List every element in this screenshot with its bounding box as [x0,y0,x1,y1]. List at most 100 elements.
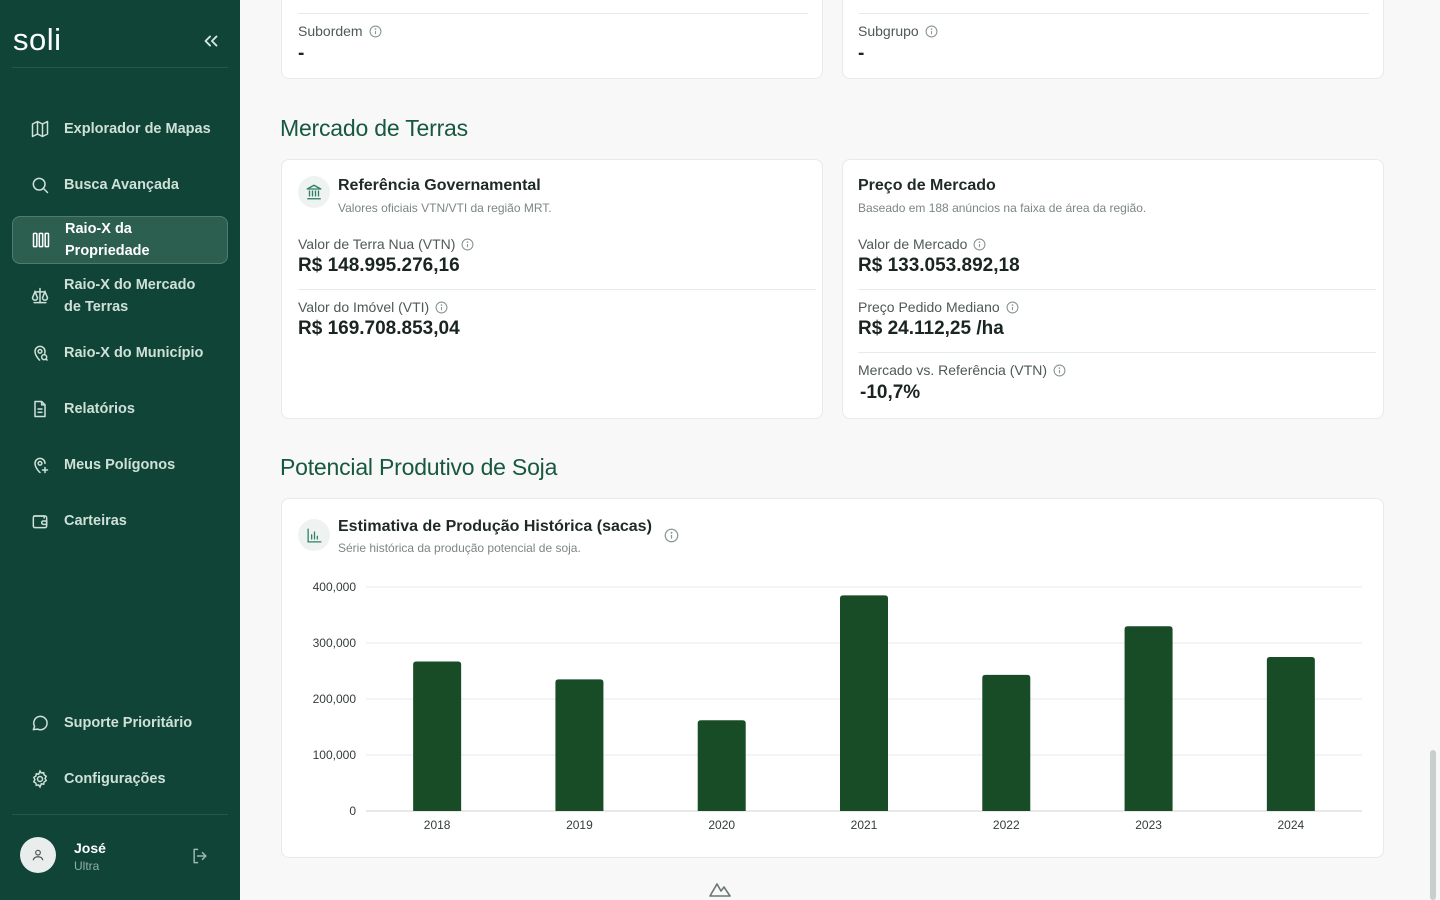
map-pin-icon [34,345,49,362]
chat-icon [32,715,48,731]
median-price-value: R$ 24.112,25 /ha [858,318,1004,339]
sidebar-item-label: Carteiras [64,513,127,529]
market-vs-ref-value: -10,7% [860,382,921,403]
brand-logo[interactable]: soli [13,22,62,57]
x-tick-label: 2018 [424,818,451,832]
soil-suborder-card: Subordem - [281,0,823,79]
vtn-label: Valor de Terra Nua (VTN) [298,236,474,252]
collapse-sidebar-icon[interactable] [200,30,222,52]
chart-subtitle: Série histórica da produção potencial de… [338,541,581,555]
logout-icon[interactable] [190,846,210,866]
bars-icon [32,232,50,248]
sidebar-item-label: Raio-X da Propriedade [65,221,150,259]
subgroup-value: - [858,43,865,64]
document-icon [34,400,46,418]
vti-label: Valor do Imóvel (VTI) [298,299,448,315]
info-icon[interactable] [664,528,679,543]
map-icon [31,120,49,138]
wallet-icon [32,515,48,529]
bar-2020[interactable] [697,720,746,811]
sidebar-divider [12,67,228,68]
card-divider [298,13,808,14]
market-price-card: Preço de Mercado Baseado em 188 anúncios… [842,159,1384,419]
card-divider [859,13,1369,14]
y-tick-label: 100,000 [313,748,357,762]
sidebar-item-label: Suporte Prioritário [64,715,193,731]
chart-icon-box [298,519,330,551]
suborder-label: Subordem [298,23,382,39]
bar-2023[interactable] [1124,626,1173,811]
market-value-label: Valor de Mercado [858,236,986,252]
sidebar-item-settings[interactable]: Configurações [12,755,228,803]
sidebar-item-label: Raio-X do Município [64,345,204,361]
section-title-land-market: Mercado de Terras [280,115,468,141]
scale-icon [31,287,49,304]
user-name: José [74,840,106,856]
section-title-soy-potential: Potencial Produtivo de Soja [280,454,558,480]
soil-subgroup-card: Subgrupo - [842,0,1384,79]
market-value: R$ 133.053.892,18 [858,255,1020,276]
bar-2018[interactable] [413,661,462,811]
sidebar-item-label: Relatórios [64,401,135,417]
search-icon [32,177,49,194]
subgroup-label: Subgrupo [858,23,938,39]
user-plan: Ultra [74,859,100,873]
market-price-subtitle: Baseado em 188 anúncios na faixa de área… [858,201,1147,215]
bar-2022[interactable] [982,674,1031,811]
bar-chart-icon [306,527,322,543]
bar-2021[interactable] [840,595,888,811]
soy-production-chart-card: Estimativa de Produção Histórica (sacas)… [281,498,1384,858]
info-icon[interactable] [1006,301,1019,314]
sidebar-item-my-polygons[interactable]: Meus Polígonos [12,441,228,489]
sidebar-item-map-explorer[interactable]: Explorador de Mapas [12,105,228,153]
x-tick-label: 2024 [1278,818,1305,832]
market-vs-ref-label: Mercado vs. Referência (VTN) [858,362,1066,378]
market-price-title: Preço de Mercado [858,177,996,194]
card-divider [858,289,1376,290]
y-tick-label: 300,000 [313,636,357,650]
sidebar-item-label: Meus Polígonos [64,457,176,473]
median-price-label: Preço Pedido Mediano [858,299,1019,315]
sidebar-item-priority-support[interactable]: Suporte Prioritário [12,699,228,747]
vtn-value: R$ 148.995.276,16 [298,255,460,276]
sidebar-item-municipality-xray[interactable]: Raio-X do Município [12,329,228,377]
bar-2019[interactable] [555,679,604,811]
y-tick-label: 400,000 [313,580,357,594]
user-profile[interactable]: José Ultra [20,837,220,877]
government-reference-card: Referência Governamental Valores oficiai… [281,159,823,419]
sidebar-item-wallets[interactable]: Carteiras [12,497,228,545]
bar-2024[interactable] [1266,657,1315,811]
info-icon[interactable] [925,25,938,38]
sidebar-divider [12,814,228,815]
x-tick-label: 2020 [708,818,735,832]
info-icon[interactable] [461,238,474,251]
page-scrollbar[interactable] [1430,750,1436,900]
gov-ref-subtitle: Valores oficiais VTN/VTI da região MRT. [338,201,552,215]
sidebar-item-reports[interactable]: Relatórios [12,385,228,433]
chart-title: Estimativa de Produção Histórica (sacas) [338,518,652,535]
card-divider [858,352,1376,353]
gear-icon [32,769,48,789]
sidebar-item-label: Explorador de Mapas [64,121,211,137]
info-icon[interactable] [973,238,986,251]
info-icon[interactable] [1053,364,1066,377]
x-tick-label: 2021 [851,818,878,832]
production-bar-chart: 0 100,000 200,000 300,000 400,000 2018 2019 202… [313,580,1362,832]
x-tick-label: 2019 [566,818,593,832]
bank-icon-box [298,176,330,208]
x-tick-label: 2022 [993,818,1020,832]
info-icon[interactable] [369,25,382,38]
info-icon[interactable] [435,301,448,314]
suborder-value: - [298,43,305,64]
vti-value: R$ 169.708.853,04 [298,318,460,339]
sidebar-item-label: Busca Avançada [64,177,179,193]
footer-logo-icon [709,883,731,897]
sidebar-item-property-xray[interactable]: Raio-X da Propriedade [12,216,228,264]
user-icon [32,849,44,861]
sidebar: soli Explorador de Mapas Busca Avançada … [0,0,240,900]
avatar[interactable] [20,837,56,873]
y-tick-label: 0 [349,804,356,818]
sidebar-item-advanced-search[interactable]: Busca Avançada [12,161,228,209]
sidebar-item-label: Raio-X do Mercado de Terras [64,277,196,315]
sidebar-item-land-market-xray[interactable]: Raio-X do Mercado de Terras [12,272,228,320]
